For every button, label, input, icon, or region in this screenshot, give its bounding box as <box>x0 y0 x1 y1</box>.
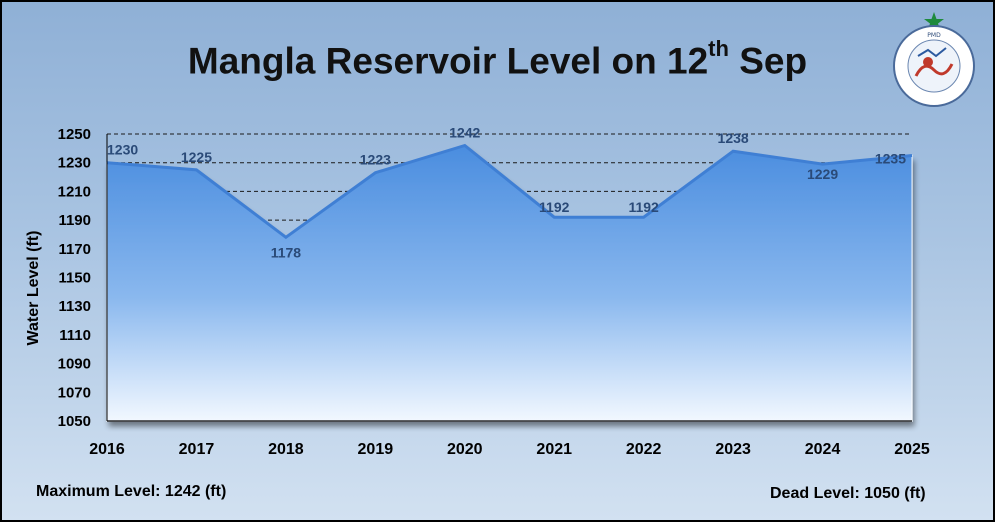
x-tick-label: 2024 <box>805 441 841 458</box>
data-label: 1225 <box>181 149 212 165</box>
y-tick-label: 1210 <box>58 183 91 200</box>
title-superscript: th <box>708 36 729 61</box>
data-label: 1192 <box>539 199 570 215</box>
data-labels: 1230 1225 1178 1223 1242 1192 1192 1238 1229 1235 <box>107 124 906 260</box>
y-tick-label: 1250 <box>58 126 91 143</box>
area-fill <box>106 144 913 422</box>
y-tick-label: 1150 <box>58 270 91 287</box>
pmd-seal-icon: PMD <box>893 12 975 107</box>
data-label: 1229 <box>807 166 838 182</box>
data-label: 1178 <box>271 244 302 260</box>
data-label: 1238 <box>718 130 749 146</box>
x-tick-label: 2020 <box>447 441 483 458</box>
area-series <box>106 143 913 422</box>
x-tick-label: 2017 <box>179 441 215 458</box>
x-tick-label: 2021 <box>536 441 572 458</box>
data-label: 1230 <box>107 142 138 158</box>
data-label: 1192 <box>628 199 659 215</box>
data-label: 1235 <box>875 151 906 167</box>
y-axis-label: Water Level (ft) <box>25 231 42 346</box>
chart-title: Mangla Reservoir Level on 12th Sep <box>187 36 808 82</box>
data-label: 1242 <box>449 124 480 140</box>
x-tick-label: 2022 <box>626 441 662 458</box>
y-tick-label: 1110 <box>59 327 91 344</box>
area-top-line <box>106 143 913 240</box>
x-tick-label: 2019 <box>358 441 394 458</box>
y-tick-label: 1130 <box>58 298 91 315</box>
y-tick-labels: 1050 1070 1090 1110 1130 1150 1170 1190 1210 1230… <box>58 126 91 430</box>
y-tick-label: 1190 <box>58 212 91 229</box>
data-label: 1223 <box>360 152 391 168</box>
x-tick-label: 2025 <box>894 441 930 458</box>
x-tick-labels: 2016 2017 2018 2019 2020 2021 2022 2023 2024 2025 <box>89 441 930 458</box>
x-tick-label: 2023 <box>715 441 751 458</box>
y-tick-label: 1070 <box>58 384 91 401</box>
svg-text:PMD: PMD <box>927 32 941 39</box>
y-tick-label: 1090 <box>58 356 91 373</box>
dead-level-note: Dead Level: 1050 (ft) <box>770 485 926 502</box>
y-tick-label: 1170 <box>58 241 91 258</box>
y-tick-label: 1230 <box>58 155 91 172</box>
x-tick-label: 2018 <box>268 441 304 458</box>
y-tick-label: 1050 <box>58 413 91 430</box>
x-tick-label: 2016 <box>89 441 125 458</box>
maximum-level-note: Maximum Level: 1242 (ft) <box>36 483 227 500</box>
